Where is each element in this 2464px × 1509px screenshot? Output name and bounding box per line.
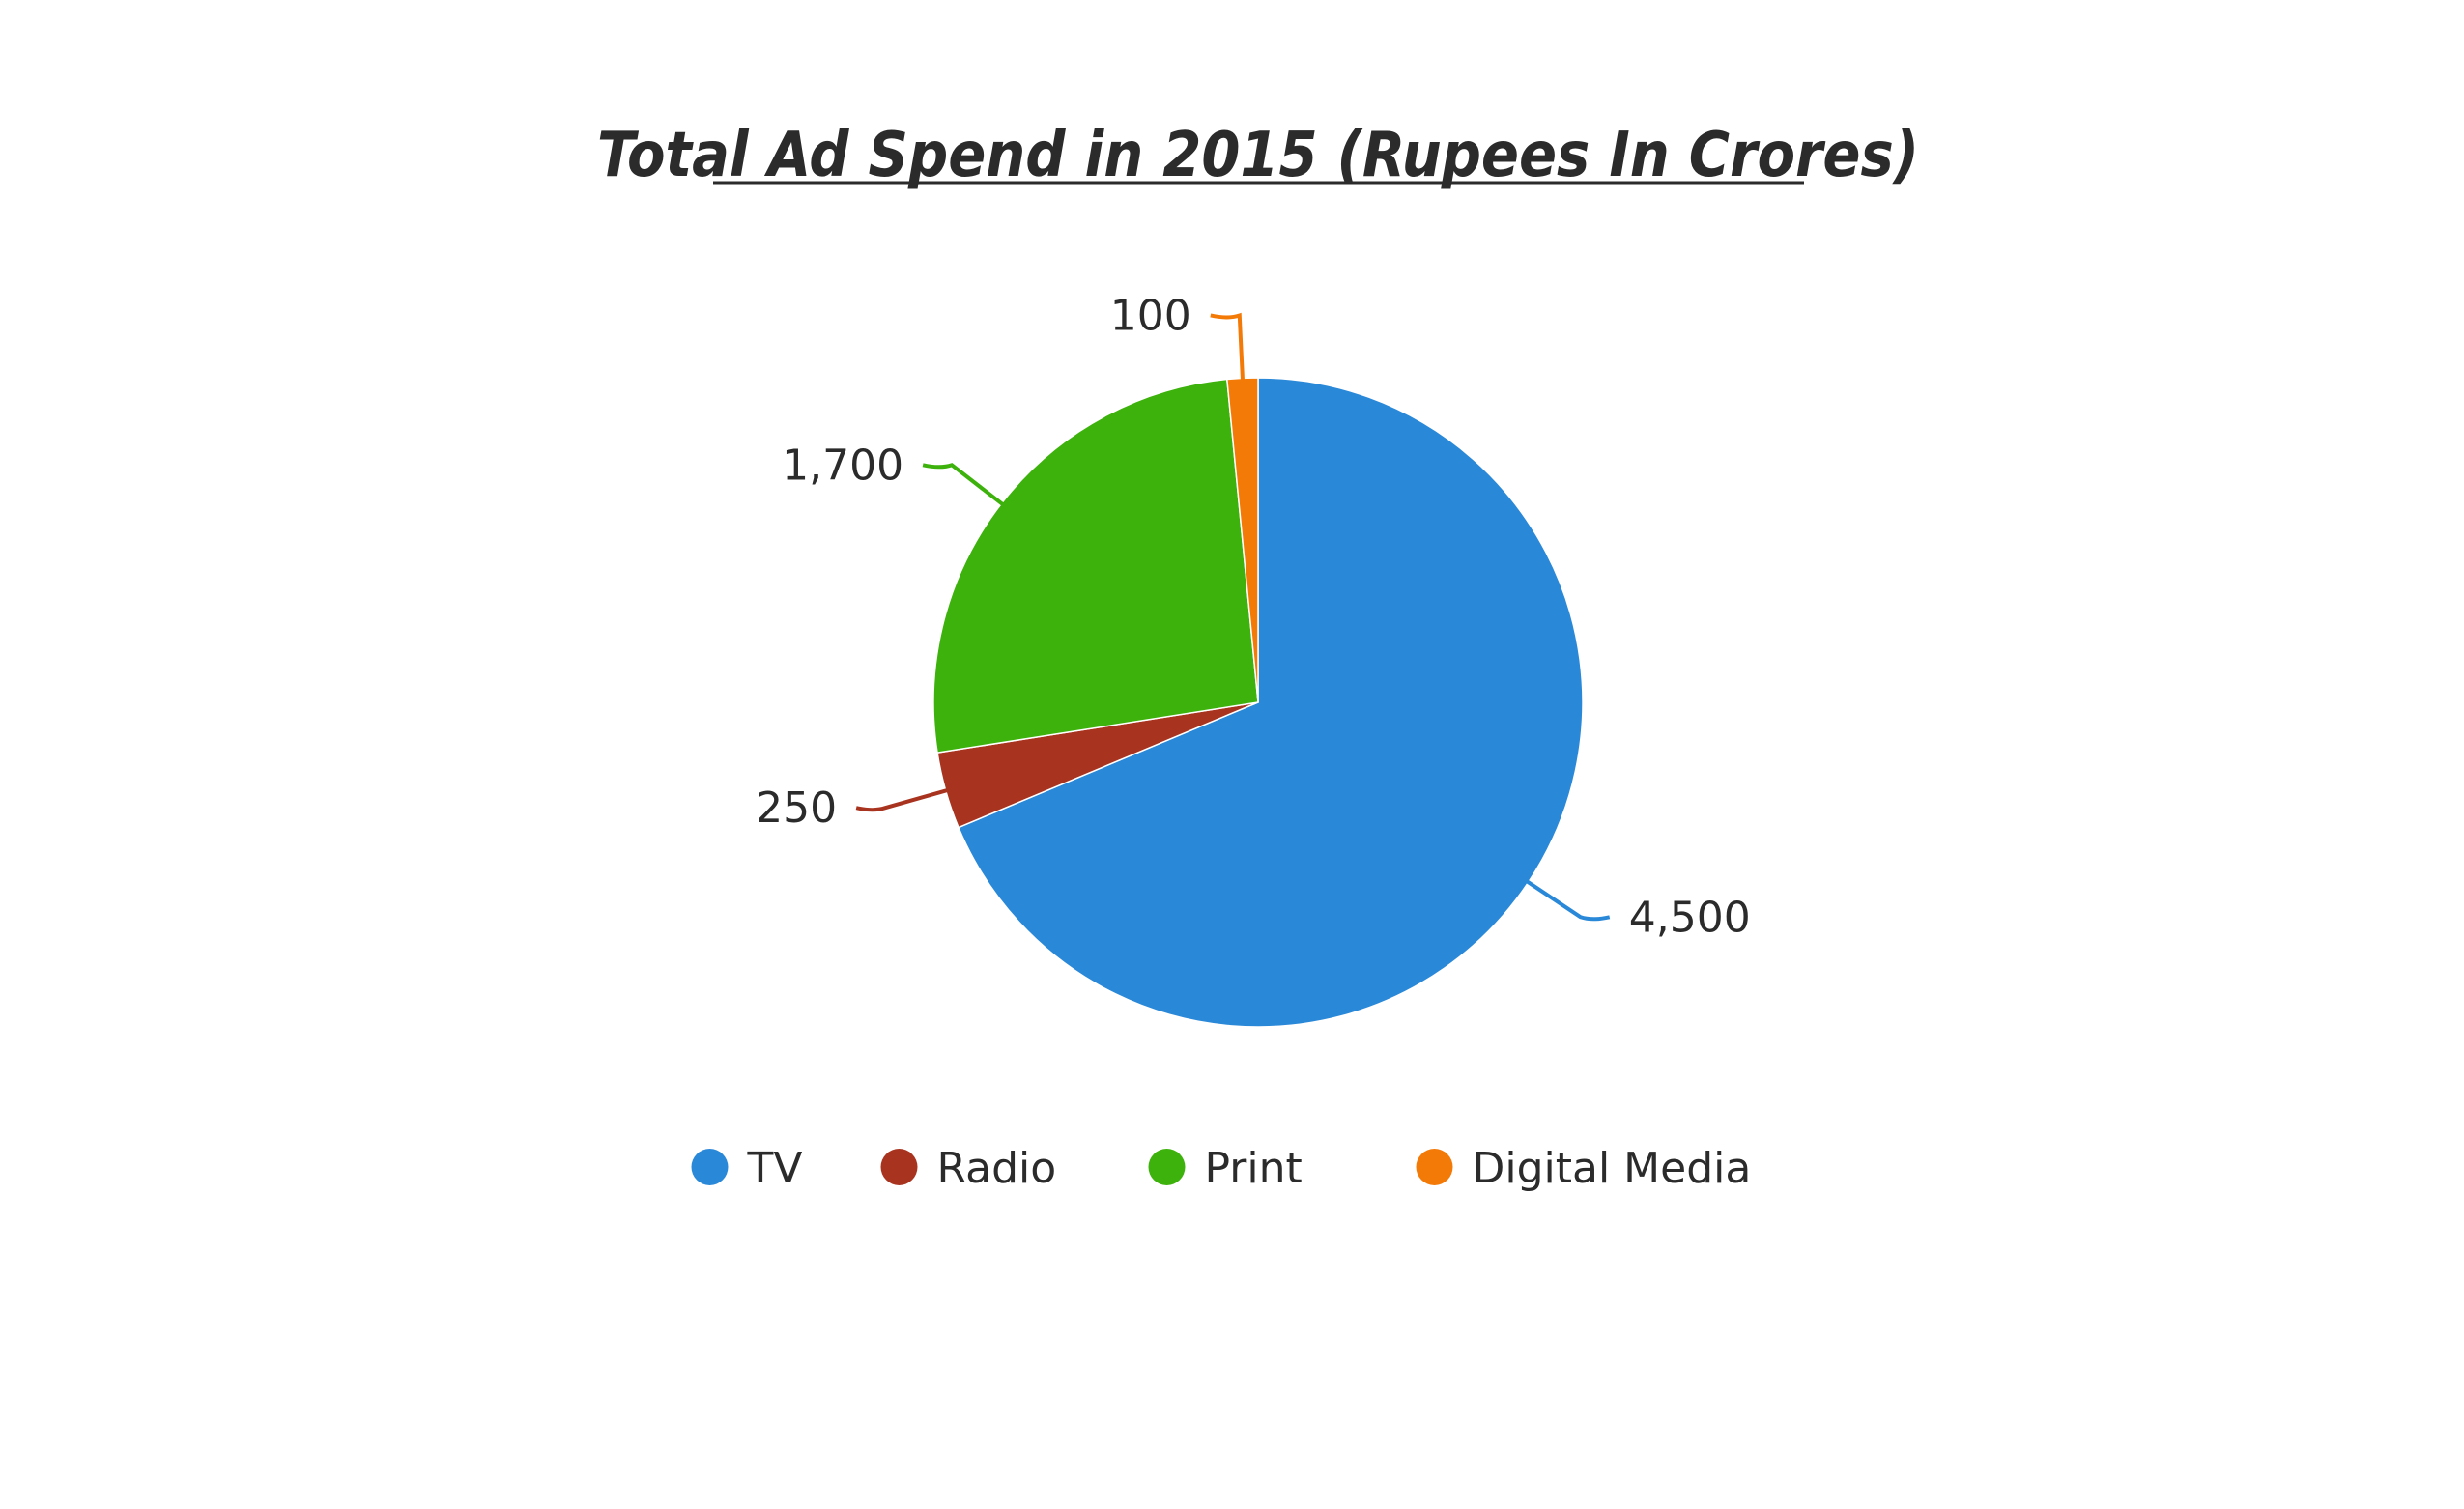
data-label-print: 1,700 xyxy=(782,441,903,490)
chart-title-group: Total Ad Spend in 2015 (Rupees In Crores… xyxy=(597,120,1919,191)
legend-marker-radio xyxy=(880,1149,918,1185)
leader-line-radio xyxy=(855,787,950,812)
legend-item-print: Print xyxy=(1148,1144,1303,1193)
legend-item-digital-media: Digital Media xyxy=(1416,1144,1752,1193)
legend-label-digital-media: Digital Media xyxy=(1473,1144,1752,1193)
data-label-tv: 4,500 xyxy=(1629,893,1751,942)
legend: TV Radio Print Digital Media xyxy=(691,1144,1752,1193)
pie-slice-print xyxy=(932,378,1259,754)
leader-line-digital-media xyxy=(1210,312,1246,382)
legend-item-tv: TV xyxy=(691,1144,803,1193)
legend-marker-digital-media xyxy=(1416,1149,1453,1185)
legend-label-tv: TV xyxy=(747,1144,803,1193)
data-labels: 4,500 250 1,700 100 xyxy=(756,291,1751,942)
leader-line-tv xyxy=(1525,878,1611,922)
data-label-digital-media: 100 xyxy=(1110,291,1191,340)
leader-line-print xyxy=(922,463,1006,507)
legend-marker-print xyxy=(1148,1149,1186,1185)
chart-title: Total Ad Spend in 2015 (Rupees In Crores… xyxy=(597,120,1919,191)
legend-marker-tv xyxy=(691,1149,729,1185)
leader-lines xyxy=(855,312,1611,922)
legend-item-radio: Radio xyxy=(880,1144,1057,1193)
legend-label-print: Print xyxy=(1205,1144,1303,1193)
data-label-radio: 250 xyxy=(756,783,837,833)
legend-label-radio: Radio xyxy=(937,1144,1057,1193)
pie-slices xyxy=(932,377,1584,1028)
